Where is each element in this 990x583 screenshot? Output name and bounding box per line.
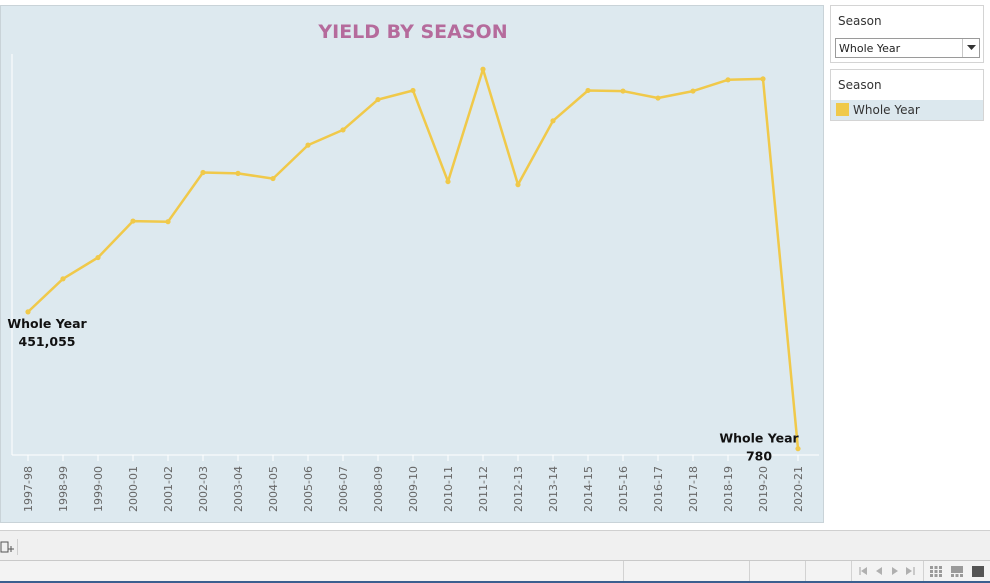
chart-panel: YIELD BY SEASON 1997-98 1998-99 1999-00 200… (0, 5, 824, 523)
data-point[interactable] (200, 169, 206, 176)
x-tick-label: 2003-04 (232, 466, 245, 512)
filter-title: Season (838, 14, 882, 28)
x-tick-label: 2000-01 (127, 466, 140, 512)
status-divider (805, 561, 806, 583)
data-point[interactable] (725, 77, 731, 83)
annotation-value: 780 (746, 449, 772, 464)
x-tick-label: 1999-00 (92, 466, 105, 512)
x-tick-label: 2019-20 (757, 466, 770, 512)
x-tick-label: 2010-11 (442, 466, 455, 512)
normal-view-icon[interactable] (972, 566, 984, 577)
annotation-value: 451,055 (19, 334, 76, 349)
sheet-tab-bar (0, 530, 990, 560)
x-tick-label: 2006-07 (337, 466, 350, 512)
x-tick-label: 2018-19 (722, 466, 735, 512)
data-point[interactable] (235, 170, 241, 176)
legend-swatch (836, 103, 849, 116)
x-tick-label: 1997-98 (22, 466, 35, 512)
x-tick-label: 2017-18 (687, 466, 700, 512)
first-sheet-icon[interactable] (859, 566, 869, 576)
data-point[interactable] (165, 219, 171, 225)
next-sheet-icon[interactable] (890, 566, 900, 576)
data-annotations: Whole Year 451,055 Whole Year 780 (7, 316, 799, 464)
data-point[interactable] (480, 66, 486, 72)
data-point[interactable] (445, 178, 451, 185)
data-point[interactable] (690, 88, 696, 94)
data-point[interactable] (340, 127, 346, 133)
data-point[interactable] (585, 87, 591, 94)
legend-title: Season (838, 78, 882, 92)
data-point[interactable] (270, 175, 276, 182)
x-tick-label: 2012-13 (512, 466, 525, 512)
yield-line-chart: YIELD BY SEASON 1997-98 1998-99 1999-00 200… (7, 21, 819, 512)
series-points (25, 66, 801, 452)
data-point[interactable] (795, 446, 801, 452)
x-tick-label: 2014-15 (582, 466, 595, 512)
x-axis-ticks (27, 455, 799, 461)
x-axis-tick-labels: 1997-98 1998-99 1999-00 2000-01 2001-02 2002-… (22, 466, 805, 512)
status-divider (623, 561, 624, 583)
x-tick-label: 2008-09 (372, 466, 385, 512)
season-dropdown-value: Whole Year (839, 42, 901, 55)
sheet-sorter-icon[interactable] (930, 566, 942, 577)
legend-label: Whole Year (853, 103, 920, 117)
data-point[interactable] (620, 88, 626, 94)
previous-sheet-icon[interactable] (875, 566, 885, 576)
data-point[interactable] (515, 182, 521, 188)
status-divider (749, 561, 750, 583)
x-tick-label: 2004-05 (267, 466, 280, 512)
data-point[interactable] (60, 276, 66, 282)
data-point[interactable] (305, 142, 311, 148)
x-tick-label: 2020-21 (792, 466, 805, 512)
series-line-whole-year (27, 67, 800, 449)
data-point[interactable] (655, 95, 661, 101)
season-dropdown[interactable]: Whole Year (835, 38, 980, 58)
legend-item-whole-year[interactable]: Whole Year (831, 100, 983, 120)
season-legend-card: Season Whole Year (830, 69, 984, 121)
status-divider (851, 561, 852, 583)
data-point[interactable] (95, 254, 101, 261)
last-sheet-icon[interactable] (905, 566, 915, 576)
status-bar (0, 560, 990, 583)
filmstrip-icon[interactable] (951, 566, 963, 577)
data-point[interactable] (375, 96, 381, 103)
new-sheet-icon[interactable] (0, 539, 18, 555)
chevron-down-icon[interactable] (962, 39, 979, 57)
annotation-label: Whole Year (719, 431, 799, 446)
data-point[interactable] (410, 87, 416, 94)
status-divider (923, 561, 924, 583)
annotation-label: Whole Year (7, 316, 87, 331)
x-tick-label: 2011-12 (477, 466, 490, 512)
x-tick-label: 2005-06 (302, 466, 315, 512)
data-point[interactable] (760, 76, 766, 82)
x-tick-label: 1998-99 (57, 466, 70, 512)
data-point[interactable] (130, 218, 136, 224)
data-point[interactable] (550, 118, 556, 124)
x-tick-label: 2001-02 (162, 466, 175, 512)
x-tick-label: 2009-10 (407, 466, 420, 512)
x-tick-label: 2002-03 (197, 466, 210, 512)
x-tick-label: 2013-14 (547, 466, 560, 512)
x-tick-label: 2015-16 (617, 466, 630, 512)
x-tick-label: 2016-17 (652, 466, 665, 512)
chart-title: YIELD BY SEASON (317, 21, 507, 43)
season-filter-card: Season Whole Year (830, 5, 984, 63)
data-point[interactable] (25, 309, 31, 315)
